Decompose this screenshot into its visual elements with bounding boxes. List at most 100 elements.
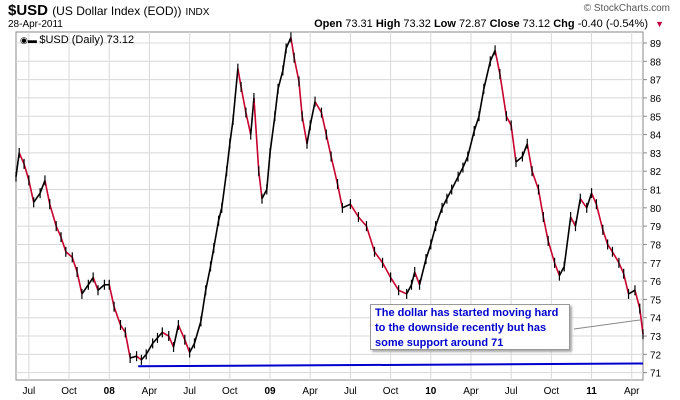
price-segment [87, 276, 94, 286]
y-tick-label: 89 [650, 39, 662, 50]
y-tick-label: 84 [650, 131, 662, 142]
price-segment [298, 81, 303, 117]
x-tick-label: Apr [463, 386, 479, 397]
x-tick-label: Apr [142, 386, 158, 397]
x-tick-label: Oct [383, 386, 399, 397]
price-segment [515, 155, 523, 163]
legend-label: ◉▬ $USD (Daily) 73.12 [20, 34, 134, 46]
price-segment [494, 50, 501, 75]
price-segment [18, 152, 25, 165]
y-tick-label: 74 [650, 314, 662, 325]
price-segment [23, 163, 30, 181]
price-segment [172, 324, 180, 348]
y-tick-label: 72 [650, 350, 662, 361]
price-segment [253, 97, 260, 172]
annotation-box: The dollar has started moving hard to th… [370, 304, 570, 350]
price-segment [425, 244, 432, 260]
price-segment [398, 289, 408, 295]
price-segment [336, 183, 344, 208]
price-segment [585, 192, 593, 209]
price-segment [92, 277, 99, 291]
price-segment [55, 225, 62, 238]
chart-date: 28-Apr-2011 [8, 19, 63, 30]
price-segment [48, 203, 57, 227]
chart-title: $USD (US Dollar Index (EOD)) INDX [8, 2, 209, 19]
price-segment [462, 156, 469, 168]
price-segment [119, 324, 126, 333]
price-segment [309, 101, 316, 126]
price-segment [325, 134, 332, 157]
price-segment [301, 116, 308, 144]
x-tick-label: Oct [222, 386, 238, 397]
price-segment [60, 236, 67, 253]
y-tick-label: 77 [650, 259, 662, 270]
price-segment [483, 61, 492, 89]
price-segment [129, 355, 137, 359]
price-segment [434, 207, 443, 227]
price-segment [156, 331, 163, 339]
price-segment [249, 97, 255, 135]
price-segment [167, 335, 175, 348]
close-value: 73.12 [522, 18, 551, 30]
price-segment [505, 115, 512, 126]
price-segment [466, 130, 475, 157]
price-segment [457, 167, 464, 178]
price-segment [188, 342, 196, 353]
price-segment [269, 116, 276, 153]
y-tick-label: 83 [650, 149, 662, 160]
price-segment [161, 331, 170, 337]
price-segment [413, 271, 421, 286]
price-segment [76, 271, 83, 295]
price-segment [521, 143, 528, 157]
price-segment [405, 284, 413, 295]
price-segment [28, 180, 35, 203]
y-tick-label: 86 [650, 94, 662, 105]
price-segment [200, 290, 207, 322]
price-segment [450, 176, 459, 190]
price-segment [606, 244, 614, 253]
x-tick-label: Jul [183, 386, 196, 397]
x-tick-label: 11 [586, 386, 597, 397]
price-segment [542, 216, 549, 241]
price-segment [441, 198, 448, 209]
price-segment [212, 220, 220, 249]
instrument-name: (US Dollar Index (EOD)) [52, 4, 182, 18]
price-segment [595, 203, 604, 231]
price-segment [531, 170, 540, 190]
x-tick-label: Apr [624, 386, 640, 397]
price-segment [430, 225, 437, 245]
price-segment [193, 321, 202, 344]
price-segment [81, 284, 90, 295]
price-segment [124, 332, 131, 359]
y-tick-label: 88 [650, 57, 662, 68]
chg-label: Chg [553, 18, 575, 30]
price-segment [365, 225, 376, 253]
y-tick-label: 82 [650, 167, 662, 178]
price-segment [266, 152, 271, 190]
y-tick-label: 76 [650, 277, 662, 288]
annotation-line: The dollar has started moving hard [375, 307, 559, 319]
price-segment [446, 189, 453, 200]
price-segment [293, 57, 300, 82]
high-label: High [375, 18, 401, 30]
y-tick-label: 71 [650, 369, 662, 380]
price-segment [489, 49, 496, 62]
price-segment [526, 143, 533, 172]
price-segment [65, 251, 73, 258]
price-segment [357, 216, 368, 227]
price-segment [232, 68, 239, 120]
brand-link[interactable]: © StockCharts.com [583, 3, 670, 14]
price-segment [618, 262, 625, 275]
annotation-line: some support around 71 [375, 337, 504, 349]
low-label: Low [433, 18, 456, 30]
x-tick-label: Jul [22, 386, 35, 397]
price-segment [113, 306, 122, 326]
low-value: 72.87 [459, 18, 487, 30]
price-segment [285, 37, 292, 49]
price-segment [97, 284, 105, 291]
price-segment [373, 251, 384, 264]
price-segment [537, 189, 545, 218]
price-segment [177, 324, 186, 341]
y-tick-label: 81 [650, 186, 662, 197]
